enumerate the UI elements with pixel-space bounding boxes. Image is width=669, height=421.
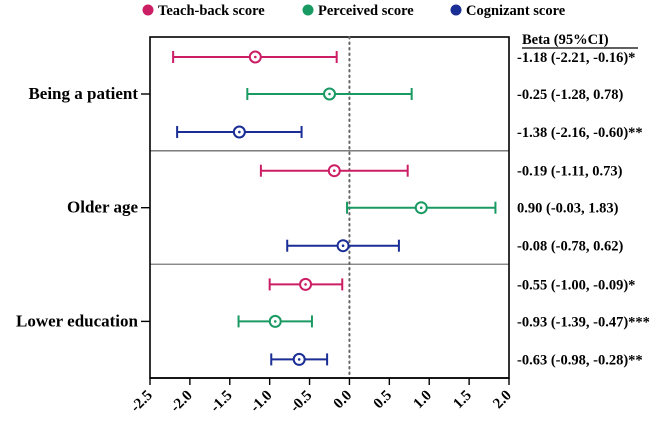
x-tick-label: 0.5 [371, 388, 396, 413]
point-estimate-center [238, 130, 241, 134]
legend: Teach-back score Perceived score Cognizant… [142, 3, 566, 19]
beta-values: -1.18 (-2.21, -0.16)* -0.25 (-1.28, 0.78)… [517, 50, 650, 368]
beta-value: 0.90 (-0.03, 1.83) [517, 201, 619, 217]
group-label: Being a patient [28, 84, 138, 103]
x-tick-label: 1.0 [410, 388, 435, 413]
group-label: Older age [67, 198, 138, 217]
group-label: Lower education [16, 311, 139, 330]
group-panel [149, 263, 510, 379]
beta-column-header: Beta (95%CI) [522, 32, 609, 48]
legend-marker [302, 4, 314, 16]
legend-marker [142, 4, 154, 16]
x-tick-label: -1.0 [247, 388, 275, 416]
beta-value: -0.25 (-1.28, 0.78) [517, 87, 623, 103]
point-estimate-center [419, 206, 423, 209]
point-estimate-center [332, 169, 336, 172]
point-estimate-center [328, 92, 331, 96]
legend-marker [450, 4, 462, 16]
x-axis: -2.5 -2.0 -1.5 -1.0 -0.5 0.0 0.5 1.0 1.5 2.0 [128, 377, 515, 416]
x-tick-label: 2.0 [490, 388, 515, 413]
legend-label: Perceived score [318, 3, 414, 19]
group-labels: Being a patient Older age Lower education [16, 84, 150, 330]
point-estimate-center [341, 244, 345, 247]
x-tick-label: -2.5 [128, 388, 156, 416]
beta-value: -0.55 (-1.00, -0.09)* [517, 277, 635, 293]
point-estimate-center [297, 358, 301, 361]
x-tick-label: -2.0 [168, 388, 196, 416]
beta-value: -0.19 (-1.11, 0.73) [517, 164, 623, 180]
x-tick-label: 0.0 [331, 388, 356, 413]
x-tick-label: -1.5 [207, 388, 235, 416]
beta-value: -0.93 (-1.39, -0.47)*** [517, 314, 650, 330]
beta-value: -0.08 (-0.78, 0.62) [517, 239, 623, 255]
legend-label: Teach-back score [158, 3, 265, 19]
x-tick-label: -0.5 [287, 388, 315, 416]
x-tick-label: 1.5 [450, 388, 475, 413]
beta-value: -1.18 (-2.21, -0.16)* [517, 50, 635, 66]
beta-value: -1.38 (-2.16, -0.60)** [517, 125, 643, 141]
point-estimate-center [273, 320, 277, 323]
beta-value: -0.63 (-0.98, -0.28)** [517, 352, 643, 368]
legend-label: Cognizant score [466, 3, 566, 19]
point-estimate-center [254, 55, 257, 59]
point-estimate-center [304, 283, 307, 286]
estimate-marks [172, 50, 497, 366]
